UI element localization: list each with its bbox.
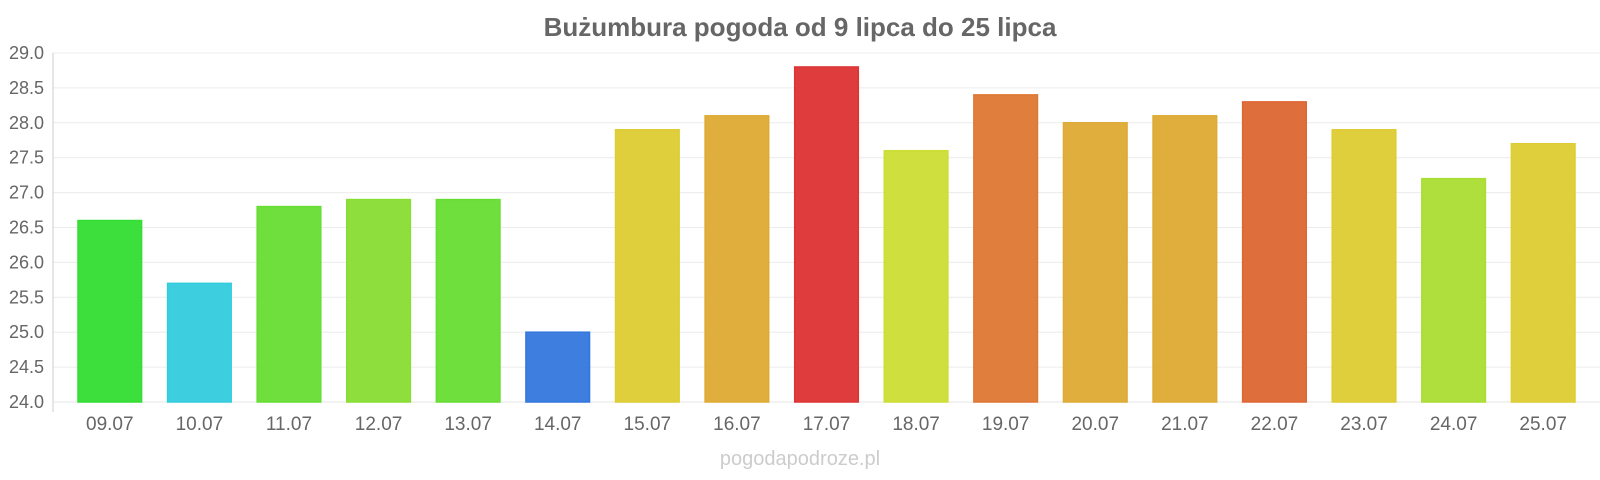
bar-13.07 <box>435 198 501 403</box>
y-tick-label: 24.0 <box>9 392 44 412</box>
x-tick-label: 15.07 <box>624 414 672 435</box>
y-tick-labels: 24.0 24.5 25.0 25.5 26.0 26.5 27.0 27.5 28.0 28.5… <box>9 43 44 412</box>
bar-09.07 <box>77 219 143 403</box>
x-tick-label: 25.07 <box>1519 414 1567 435</box>
x-tick-label: 17.07 <box>803 414 851 435</box>
chart-title: Bużumbura pogoda od 9 lipca do 25 lipca <box>544 12 1057 42</box>
bar-10.07 <box>166 282 232 403</box>
x-tick-labels: 09.07 10.07 11.07 12.07 13.07 14.07 15.07 16.07… <box>86 414 1567 435</box>
y-tick-label: 27.5 <box>9 148 44 168</box>
y-tick-label: 26.0 <box>9 252 44 272</box>
x-tick-label: 10.07 <box>176 414 224 435</box>
bar-19.07 <box>973 94 1039 403</box>
bar-22.07 <box>1241 101 1307 403</box>
bar-11.07 <box>256 205 322 403</box>
x-tick-label: 18.07 <box>892 414 940 435</box>
y-tick-label: 27.0 <box>9 183 44 203</box>
x-tick-label: 16.07 <box>713 414 761 435</box>
y-tick-label: 25.5 <box>9 287 44 307</box>
y-tick-label: 28.5 <box>9 78 44 98</box>
bar-20.07 <box>1062 122 1128 403</box>
x-tick-label: 13.07 <box>444 414 492 435</box>
bar-24.07 <box>1421 177 1487 403</box>
x-tick-label: 21.07 <box>1161 414 1209 435</box>
x-tick-label: 09.07 <box>86 414 134 435</box>
x-tick-label: 22.07 <box>1251 414 1299 435</box>
credit-text: pogodapodroze.pl <box>720 448 880 470</box>
y-tick-label: 25.0 <box>9 322 44 342</box>
bar-12.07 <box>346 198 412 403</box>
x-tick-label: 19.07 <box>982 414 1030 435</box>
y-tick-label: 29.0 <box>9 43 44 63</box>
y-tick-label: 26.5 <box>9 218 44 238</box>
x-tick-label: 23.07 <box>1340 414 1388 435</box>
x-tick-label: 20.07 <box>1071 414 1119 435</box>
y-tick-label: 28.0 <box>9 113 44 133</box>
bar-23.07 <box>1331 129 1397 403</box>
x-tick-label: 12.07 <box>355 414 403 435</box>
x-tick-label: 24.07 <box>1430 414 1478 435</box>
bar-21.07 <box>1152 115 1218 403</box>
bar-17.07 <box>793 66 860 403</box>
bar-18.07 <box>883 149 949 403</box>
x-tick-label: 11.07 <box>266 414 312 435</box>
bar-14.07 <box>525 331 591 403</box>
y-tick-label: 24.5 <box>9 357 44 377</box>
x-tick-label: 14.07 <box>534 414 582 435</box>
bars <box>77 66 1576 403</box>
bar-16.07 <box>704 115 770 403</box>
bar-15.07 <box>614 129 680 403</box>
bar-25.07 <box>1510 142 1576 403</box>
